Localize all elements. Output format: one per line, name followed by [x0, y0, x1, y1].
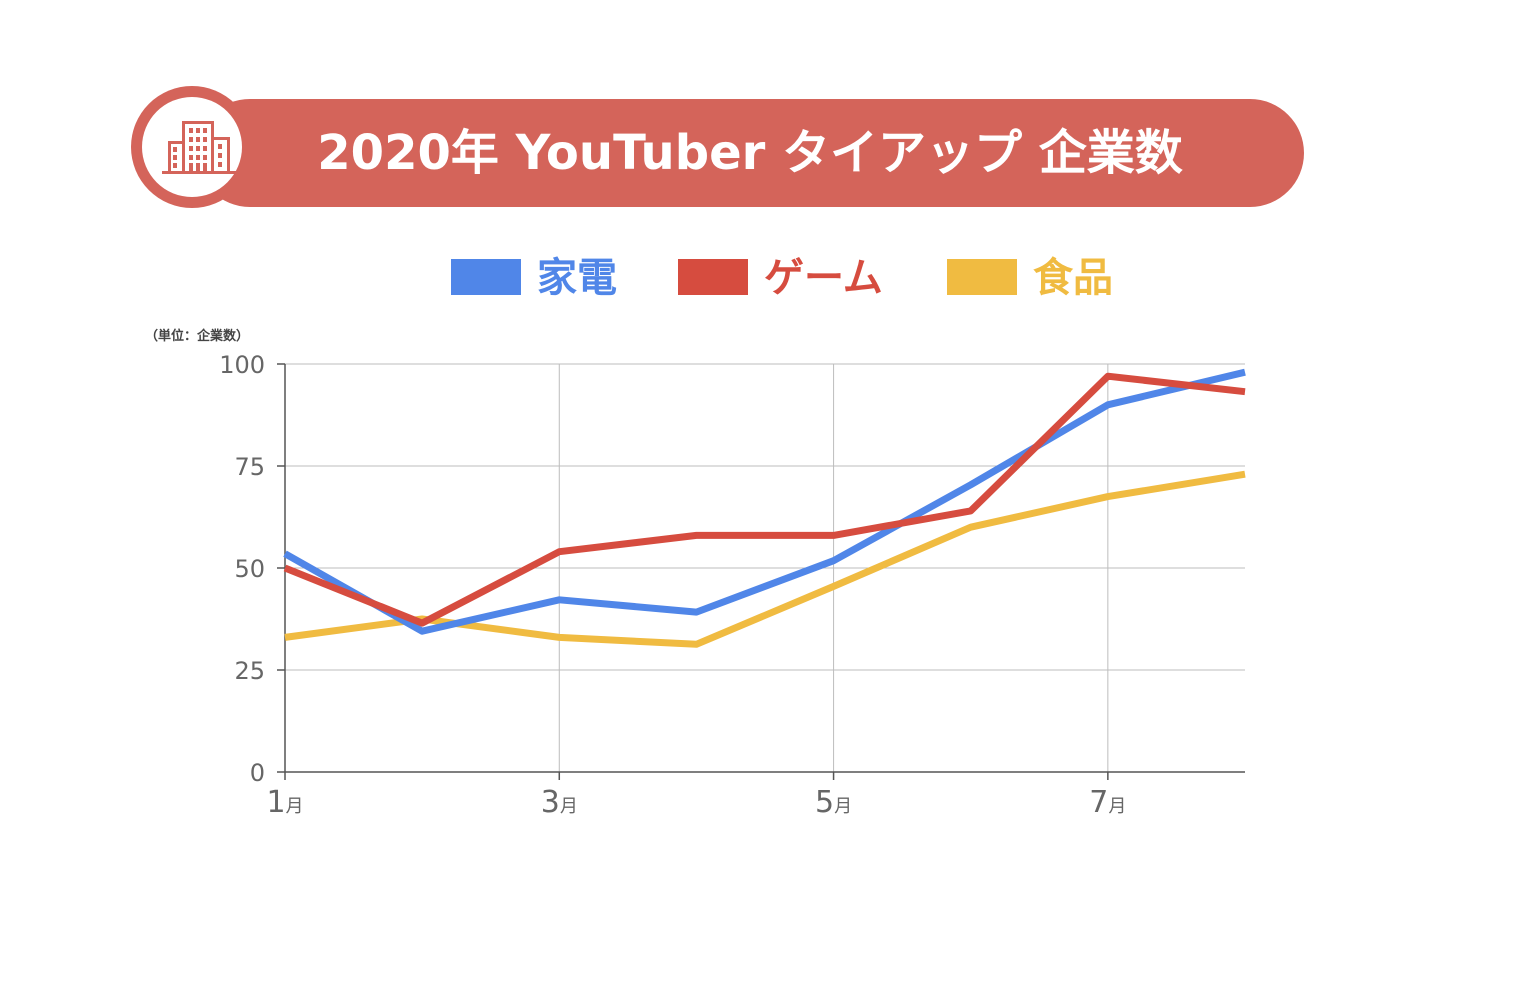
title-banner	[196, 99, 1304, 207]
y-tick-label: 25	[234, 657, 265, 685]
legend-item-game: ゲーム	[678, 250, 918, 310]
x-tick-label: 3月	[541, 785, 578, 820]
y-tick-label: 0	[250, 759, 265, 787]
legend-item-kaden: 家電	[451, 250, 651, 310]
axis-layer	[277, 363, 1245, 780]
legend-label-kaden: 家電	[537, 255, 617, 301]
series-layer	[283, 368, 1246, 648]
x-tick-label: 5月	[815, 785, 852, 820]
y-tick-label: 75	[234, 453, 265, 481]
y-tick-label: 50	[234, 555, 265, 583]
legend-swatch-food	[947, 259, 1017, 295]
series-line-food	[284, 470, 1246, 648]
legend-swatch-kaden	[451, 259, 521, 295]
legend-item-food: 食品	[947, 250, 1147, 310]
legend-label-food: 食品	[1033, 255, 1113, 301]
series-line-kaden	[283, 368, 1246, 635]
series-line-game	[283, 372, 1246, 627]
unit-label: （単位：企業数）	[145, 329, 250, 344]
legend-swatch-game	[678, 259, 748, 295]
legend-label-game: ゲーム	[764, 255, 883, 301]
tick-label-layer: 0 25 50 75 100 1月 3月 5月 7月	[219, 351, 1126, 820]
chart-title: 2020年 YouTuber タイアップ 企業数	[317, 125, 1183, 181]
legend: 家電 ゲーム 食品	[0, 250, 1518, 310]
y-tick-label: 100	[219, 351, 265, 379]
x-tick-label: 7月	[1089, 785, 1126, 820]
title-icon-badge	[131, 86, 253, 208]
title-icon-background	[142, 97, 242, 197]
office-building-icon	[162, 121, 238, 174]
grid-layer	[285, 363, 1245, 772]
x-tick-label: 1月	[266, 785, 303, 820]
